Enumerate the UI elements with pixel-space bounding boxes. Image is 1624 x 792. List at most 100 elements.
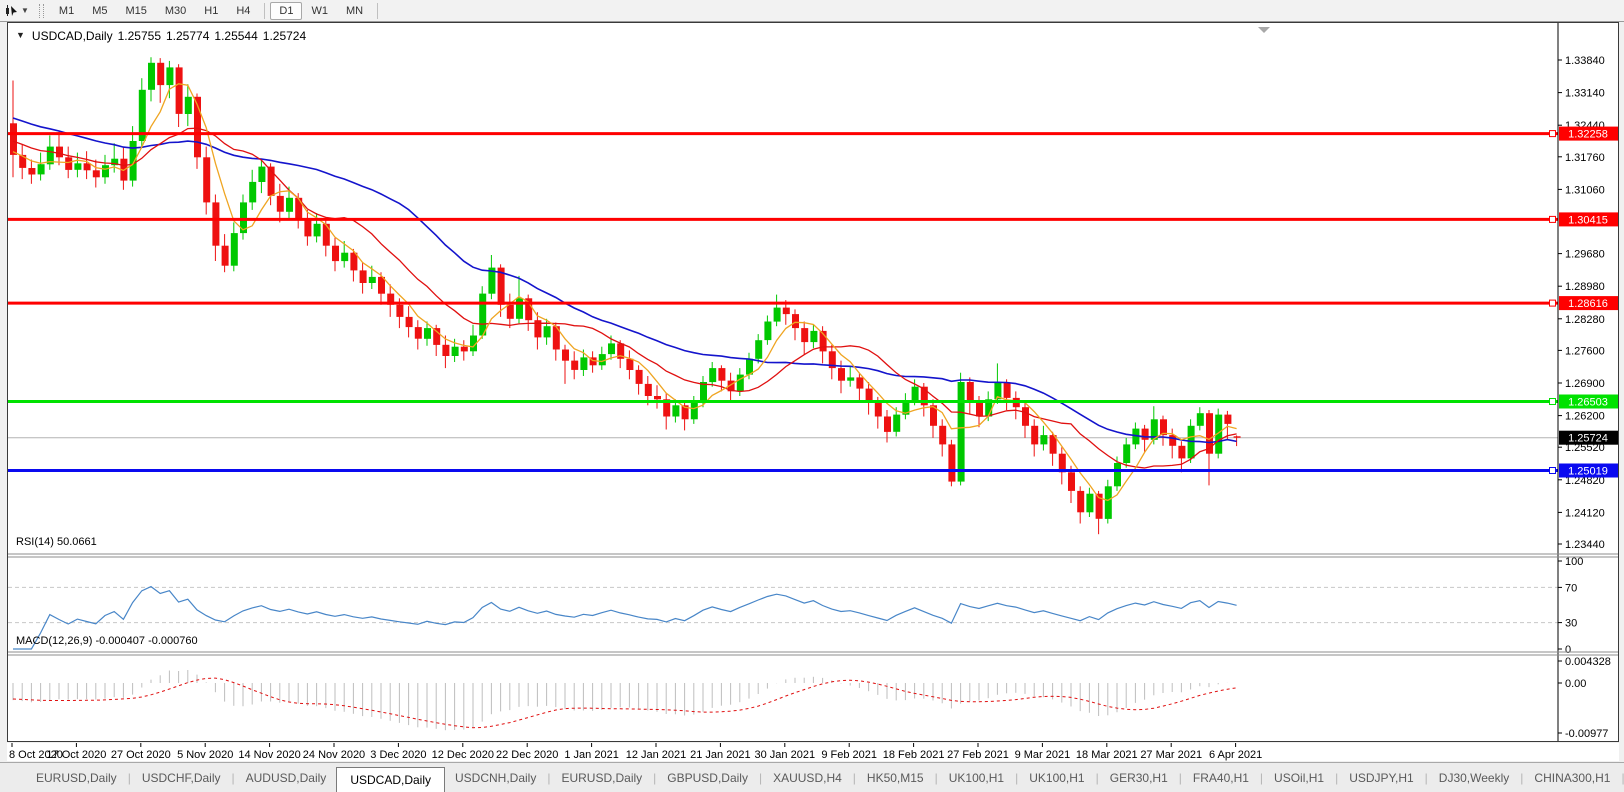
date-tick-label: 27 Mar 2021: [1140, 749, 1202, 761]
price-line-label[interactable]: [1559, 394, 1618, 409]
date-tick-label: 18 Feb 2021: [883, 749, 945, 761]
chart-cursor-icon: [6, 5, 17, 16]
macd-indicator-label: MACD(12,26,9) -0.000407 -0.000760: [16, 635, 198, 647]
date-tick-label: 8 Oct 2020: [9, 749, 63, 761]
moving-average-13: [12, 127, 1237, 469]
chart-symbol-period: USDCAD,Daily: [31, 29, 113, 43]
price-tick-label: 1.24120: [1565, 507, 1605, 519]
price-tick-label: 1.27600: [1565, 345, 1605, 357]
timeframe-button-d1[interactable]: D1: [270, 1, 303, 20]
tab-separator: |: [852, 770, 856, 785]
rsi-pane: [8, 585, 1558, 650]
timeframe-button-mn[interactable]: MN: [345, 4, 364, 17]
date-tick-label: 22 Dec 2020: [496, 749, 558, 761]
line-handle[interactable]: [1549, 299, 1556, 307]
date-tick-label: 14 Nov 2020: [238, 749, 300, 761]
chart-tab-eurusd-daily[interactable]: EURUSD,Daily: [561, 770, 643, 785]
price-line-label[interactable]: [1559, 296, 1618, 311]
chart-tab-usdchf-daily[interactable]: USDCHF,Daily: [141, 770, 221, 785]
chart-tab-fra40-h1[interactable]: FRA40,H1: [1192, 770, 1249, 785]
chart-tab-uk100-h1[interactable]: UK100,H1: [1029, 770, 1085, 785]
line-handle[interactable]: [1549, 398, 1556, 405]
macd-histogram: [12, 670, 1228, 731]
timeframe-button-m5[interactable]: M5: [92, 4, 108, 17]
macd-tick-label: 0.004328: [1565, 656, 1611, 668]
chart-tab-usdjpy-h1[interactable]: USDJPY,H1: [1349, 770, 1414, 785]
chart-tab-xauusd-h4[interactable]: XAUUSD,H4: [773, 770, 842, 785]
timeframe-button-m15[interactable]: M15: [125, 4, 147, 17]
collapse-icon[interactable]: ▼: [16, 30, 25, 40]
ohlc-low: 1.25544: [214, 29, 258, 43]
tab-separator: |: [1178, 770, 1182, 785]
chart-tab-usdcnh-daily[interactable]: USDCNH,Daily: [455, 770, 537, 785]
chart-tab-china300-h1[interactable]: CHINA300,H1: [1534, 770, 1611, 785]
price-chart-canvas[interactable]: 1.338401.331401.324401.317601.310601.296…: [8, 23, 1618, 741]
price-line-label[interactable]: [1559, 212, 1618, 227]
price-line-label[interactable]: [1559, 126, 1618, 141]
price-line-label-text: 1.25019: [1568, 466, 1608, 478]
date-tick-label: 30 Jan 2021: [755, 749, 816, 761]
date-tick-label: 1 Jan 2021: [564, 749, 618, 761]
macd-pane: [12, 670, 1237, 731]
line-handle[interactable]: [1549, 215, 1556, 223]
line-handle[interactable]: [1549, 130, 1556, 138]
tab-separator: |: [127, 770, 131, 785]
price-line-label-text: 1.28616: [1568, 298, 1608, 310]
time-axis[interactable]: 8 Oct 2020 17 Oct 2020 27 Oct 2020 5 Nov 20…: [7, 743, 1619, 761]
tab-separator: |: [1095, 770, 1099, 785]
candlestick-series: [10, 57, 1241, 535]
moving-average-5: [12, 83, 1237, 502]
charts-tab-bar: EURUSD,Daily | USDCHF,Daily | AUDUSD,Daily US…: [0, 762, 1624, 792]
toolbar-grip[interactable]: [38, 3, 44, 18]
timeframe-button-m30[interactable]: M30: [164, 4, 187, 17]
chart-tab-hk50-m15[interactable]: HK50,M15: [866, 770, 924, 785]
rsi-tick-label: 70: [1565, 582, 1577, 594]
chart-tab-audusd-daily[interactable]: AUDUSD,Daily: [245, 770, 327, 785]
chart-tab-uk100-h1[interactable]: UK100,H1: [948, 770, 1005, 785]
date-tick-label: 9 Feb 2021: [821, 749, 877, 761]
timeframe-button-w1[interactable]: W1: [311, 4, 328, 17]
price-tick-label: 1.31060: [1565, 184, 1605, 196]
price-line-label-text: 1.26503: [1568, 397, 1608, 409]
date-tick-label: 9 Mar 2021: [1015, 749, 1071, 761]
tab-separator: |: [934, 770, 938, 785]
current-price-label: [1559, 430, 1618, 445]
rsi-indicator-label: RSI(14) 50.0661: [16, 536, 97, 548]
date-tick-label: 21 Jan 2021: [690, 749, 751, 761]
price-tick-label: 1.29680: [1565, 249, 1605, 261]
chart-tab-gbpusd-daily[interactable]: GBPUSD,Daily: [667, 770, 748, 785]
chart-tool-button[interactable]: ▼: [0, 3, 33, 18]
timeframe-button-m1[interactable]: M1: [58, 4, 75, 17]
chart-tab-usoil-h1[interactable]: USOil,H1: [1274, 770, 1325, 785]
date-tick-label: 12 Jan 2021: [626, 749, 687, 761]
current-price-label-text: 1.25724: [1568, 433, 1608, 445]
chevron-down-icon[interactable]: ▼: [21, 6, 29, 15]
horizontal-level-lines: [8, 132, 1558, 472]
tab-separator: |: [1620, 771, 1624, 785]
tab-separator: |: [1424, 770, 1428, 785]
date-tick-label: 27 Feb 2021: [947, 749, 1009, 761]
chart-window[interactable]: ▼ USDCAD,Daily 1.25755 1.25774 1.25544 1…: [7, 22, 1619, 742]
price-tick-label: 1.26900: [1565, 378, 1605, 390]
price-line-label[interactable]: [1559, 463, 1618, 478]
timeframe-button-h1[interactable]: H1: [204, 4, 219, 17]
price-axis[interactable]: 1.338401.331401.324401.317601.310601.296…: [1549, 23, 1619, 741]
line-handle[interactable]: [1549, 467, 1556, 474]
date-tick-label: 6 Apr 2021: [1209, 749, 1262, 761]
macd-tick-label: -0.00977: [1565, 728, 1608, 740]
price-tick-label: 1.28280: [1565, 314, 1605, 326]
chart-shift-marker-icon: [1258, 27, 1270, 33]
chart-tab-eurusd-daily[interactable]: EURUSD,Daily: [36, 770, 117, 785]
timeframe-button-h4[interactable]: H4: [236, 4, 251, 17]
main-price-pane: [8, 27, 1558, 535]
chart-tab-usdcad-daily[interactable]: USDCAD,Daily: [336, 766, 445, 792]
chart-tab-dj30-weekly[interactable]: DJ30,Weekly: [1438, 770, 1510, 785]
date-tick-label: 17 Oct 2020: [46, 749, 106, 761]
tab-separator: |: [653, 770, 657, 785]
date-tick-label: 12 Dec 2020: [432, 749, 494, 761]
rsi-line: [13, 585, 1237, 650]
ohlc-open: 1.25755: [117, 29, 161, 43]
chart-tab-ger30-h1[interactable]: GER30,H1: [1109, 770, 1168, 785]
date-tick-label: 5 Nov 2020: [177, 749, 233, 761]
moving-average-30: [12, 117, 1237, 444]
